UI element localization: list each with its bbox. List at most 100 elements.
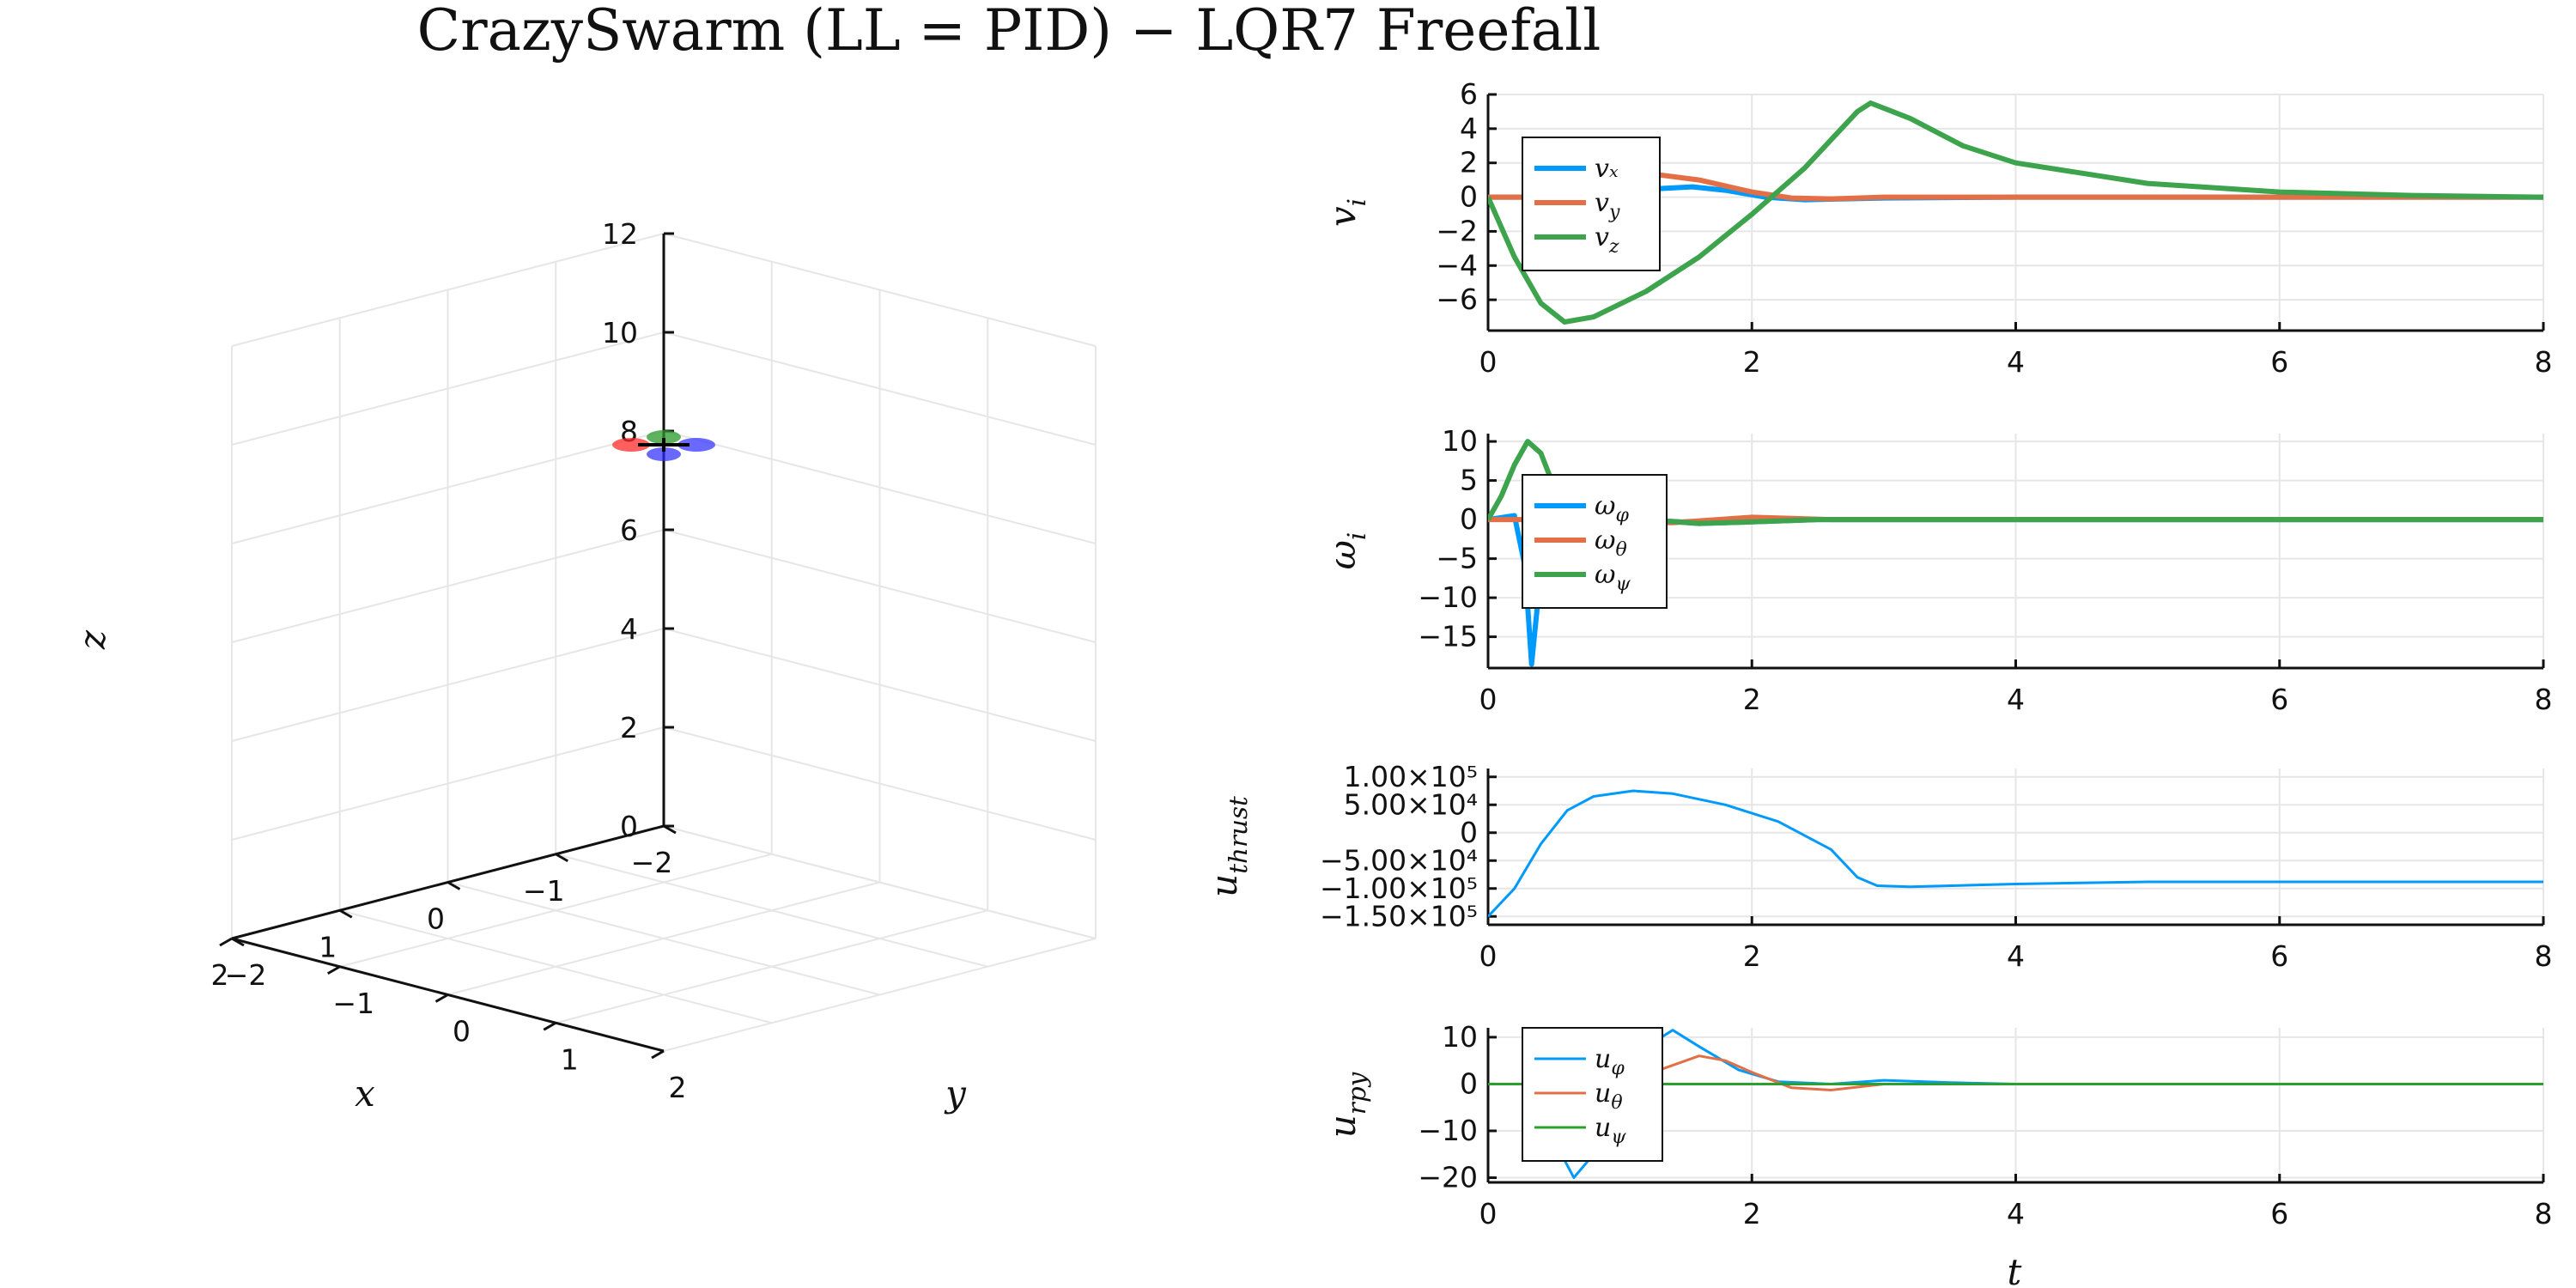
x-tick-label: 2: [1743, 683, 1761, 716]
y-tick-mark: [219, 937, 233, 947]
x-tick-label: 2: [211, 958, 229, 992]
legend-label: vy: [1595, 188, 1620, 223]
z-axis-label: z: [71, 629, 113, 650]
series-line-3: [1488, 100, 2543, 325]
z-tick-label: 6: [620, 513, 638, 547]
y-tick-label: 0: [1460, 180, 1478, 214]
floor-grid-line: [555, 909, 988, 1024]
z-tick-label: 12: [602, 217, 638, 251]
x-tick-label: 2: [1743, 1197, 1761, 1230]
x-tick-mark: [555, 853, 568, 863]
x-tick-label: 1: [319, 930, 337, 963]
legend-box: [1522, 1027, 1663, 1162]
y-tick-label: −1: [332, 987, 374, 1020]
y-tick-label: −1.50×10⁵: [1320, 899, 1478, 933]
x-tick-label: 6: [2270, 345, 2288, 379]
x-tick-label: 8: [2535, 1197, 2553, 1230]
x-tick-label: 0: [1479, 345, 1498, 379]
legend-label: uθ: [1595, 1078, 1623, 1114]
thrust-panel: 0 2 4 6 81.00×10⁵5.00×10⁴0−5.00×10⁴−1.00×10⁵…: [1203, 760, 2553, 973]
x-tick-label: 4: [2007, 683, 2025, 716]
z-tick-label: 10: [602, 316, 638, 349]
x-tick-label: −2: [631, 846, 673, 879]
y-tick-label: −15: [1418, 620, 1478, 653]
x-axis-label: x: [355, 1072, 375, 1115]
y-tick-label: 5: [1460, 464, 1478, 497]
y-tick-label: 0: [1460, 1066, 1478, 1100]
y-axis-label: uthrust: [1203, 796, 1253, 897]
x-tick-label: 6: [2270, 939, 2288, 973]
x-tick-mark: [231, 937, 245, 947]
y-tick-label: −4: [1436, 248, 1478, 282]
propeller-red: [612, 438, 650, 452]
y-tick-label: −2: [225, 958, 267, 992]
y-tick-mark: [327, 965, 341, 975]
x-tick-label: 6: [2270, 1197, 2288, 1230]
floor-grid-line: [447, 881, 880, 996]
floor-grid-line: [339, 853, 773, 968]
y-tick-label: 4: [1460, 112, 1478, 145]
x-tick-label: 2: [1743, 939, 1761, 973]
x-tick-label: 6: [2270, 683, 2288, 716]
legend-label: uψ: [1595, 1113, 1626, 1148]
propeller-blue: [677, 438, 715, 452]
x-tick-label: 4: [2007, 1197, 2025, 1230]
x-tick-label: 4: [2007, 345, 2025, 379]
y-axis-label: y: [944, 1072, 967, 1115]
legend-label: ωθ: [1595, 526, 1627, 561]
x-tick-label: 8: [2535, 683, 2553, 716]
propeller-green: [647, 430, 681, 444]
z-tick-label: 2: [620, 711, 638, 744]
y-tick-label: −1.00×10⁵: [1320, 872, 1478, 905]
x-tick-label: 0: [427, 902, 445, 936]
x-tick-mark: [339, 908, 353, 919]
y-tick-label: 0: [1460, 816, 1478, 849]
quadrotor-marker: [612, 430, 715, 461]
y-tick-label: 5.00×10⁴: [1344, 787, 1478, 821]
y-tick-mark: [434, 993, 449, 1003]
y-axis-label: urpy: [1321, 1072, 1371, 1138]
z-tick-label: 4: [620, 612, 638, 646]
y-tick-label: −2: [1436, 214, 1478, 247]
t-axis-label: t: [2008, 1251, 2022, 1288]
x-tick-label: 2: [1743, 345, 1761, 379]
figure-title: CrazySwarm (LL = PID) − LQR7 Freefall: [417, 0, 1601, 64]
y-tick-label: 2: [669, 1071, 687, 1104]
legend-label: vz: [1595, 222, 1619, 258]
y-tick-label: −10: [1418, 1114, 1478, 1147]
x-tick-label: −1: [523, 874, 565, 908]
x-tick-label: 8: [2535, 345, 2553, 379]
y-tick-label: 2: [1460, 146, 1478, 179]
legend-label: ωψ: [1595, 560, 1631, 595]
x-tick-label: 0: [1479, 683, 1498, 716]
y-tick-label: 1: [561, 1042, 579, 1076]
y-tick-label: 1.00×10⁵: [1344, 760, 1478, 793]
y-tick-label: −5: [1436, 542, 1478, 575]
propeller-blue-back: [647, 447, 681, 461]
y-tick-mark: [543, 1021, 556, 1031]
x-tick-label: 4: [2007, 939, 2025, 973]
x-tick-label: 0: [1479, 939, 1498, 973]
legend-label: uφ: [1595, 1044, 1625, 1079]
x-tick-label: 8: [2535, 939, 2553, 973]
y-tick-label: 10: [1442, 424, 1478, 458]
legend-label: ωφ: [1595, 491, 1629, 526]
legend-label: vₓ: [1595, 154, 1619, 184]
y-axis-label: ωi: [1321, 532, 1371, 570]
y-tick-label: 0: [453, 1015, 471, 1048]
y-tick-label: −6: [1436, 283, 1478, 316]
y-tick-label: 10: [1442, 1020, 1478, 1054]
y-tick-label: −5.00×10⁴: [1320, 843, 1478, 877]
floor-grid-line: [663, 938, 1097, 1052]
x-tick-label: 0: [1479, 1197, 1498, 1230]
y-tick-label: 0: [1460, 502, 1478, 536]
y-tick-label: −10: [1418, 580, 1478, 614]
y-tick-label: 6: [1460, 77, 1478, 111]
y-tick-mark: [651, 1049, 665, 1060]
